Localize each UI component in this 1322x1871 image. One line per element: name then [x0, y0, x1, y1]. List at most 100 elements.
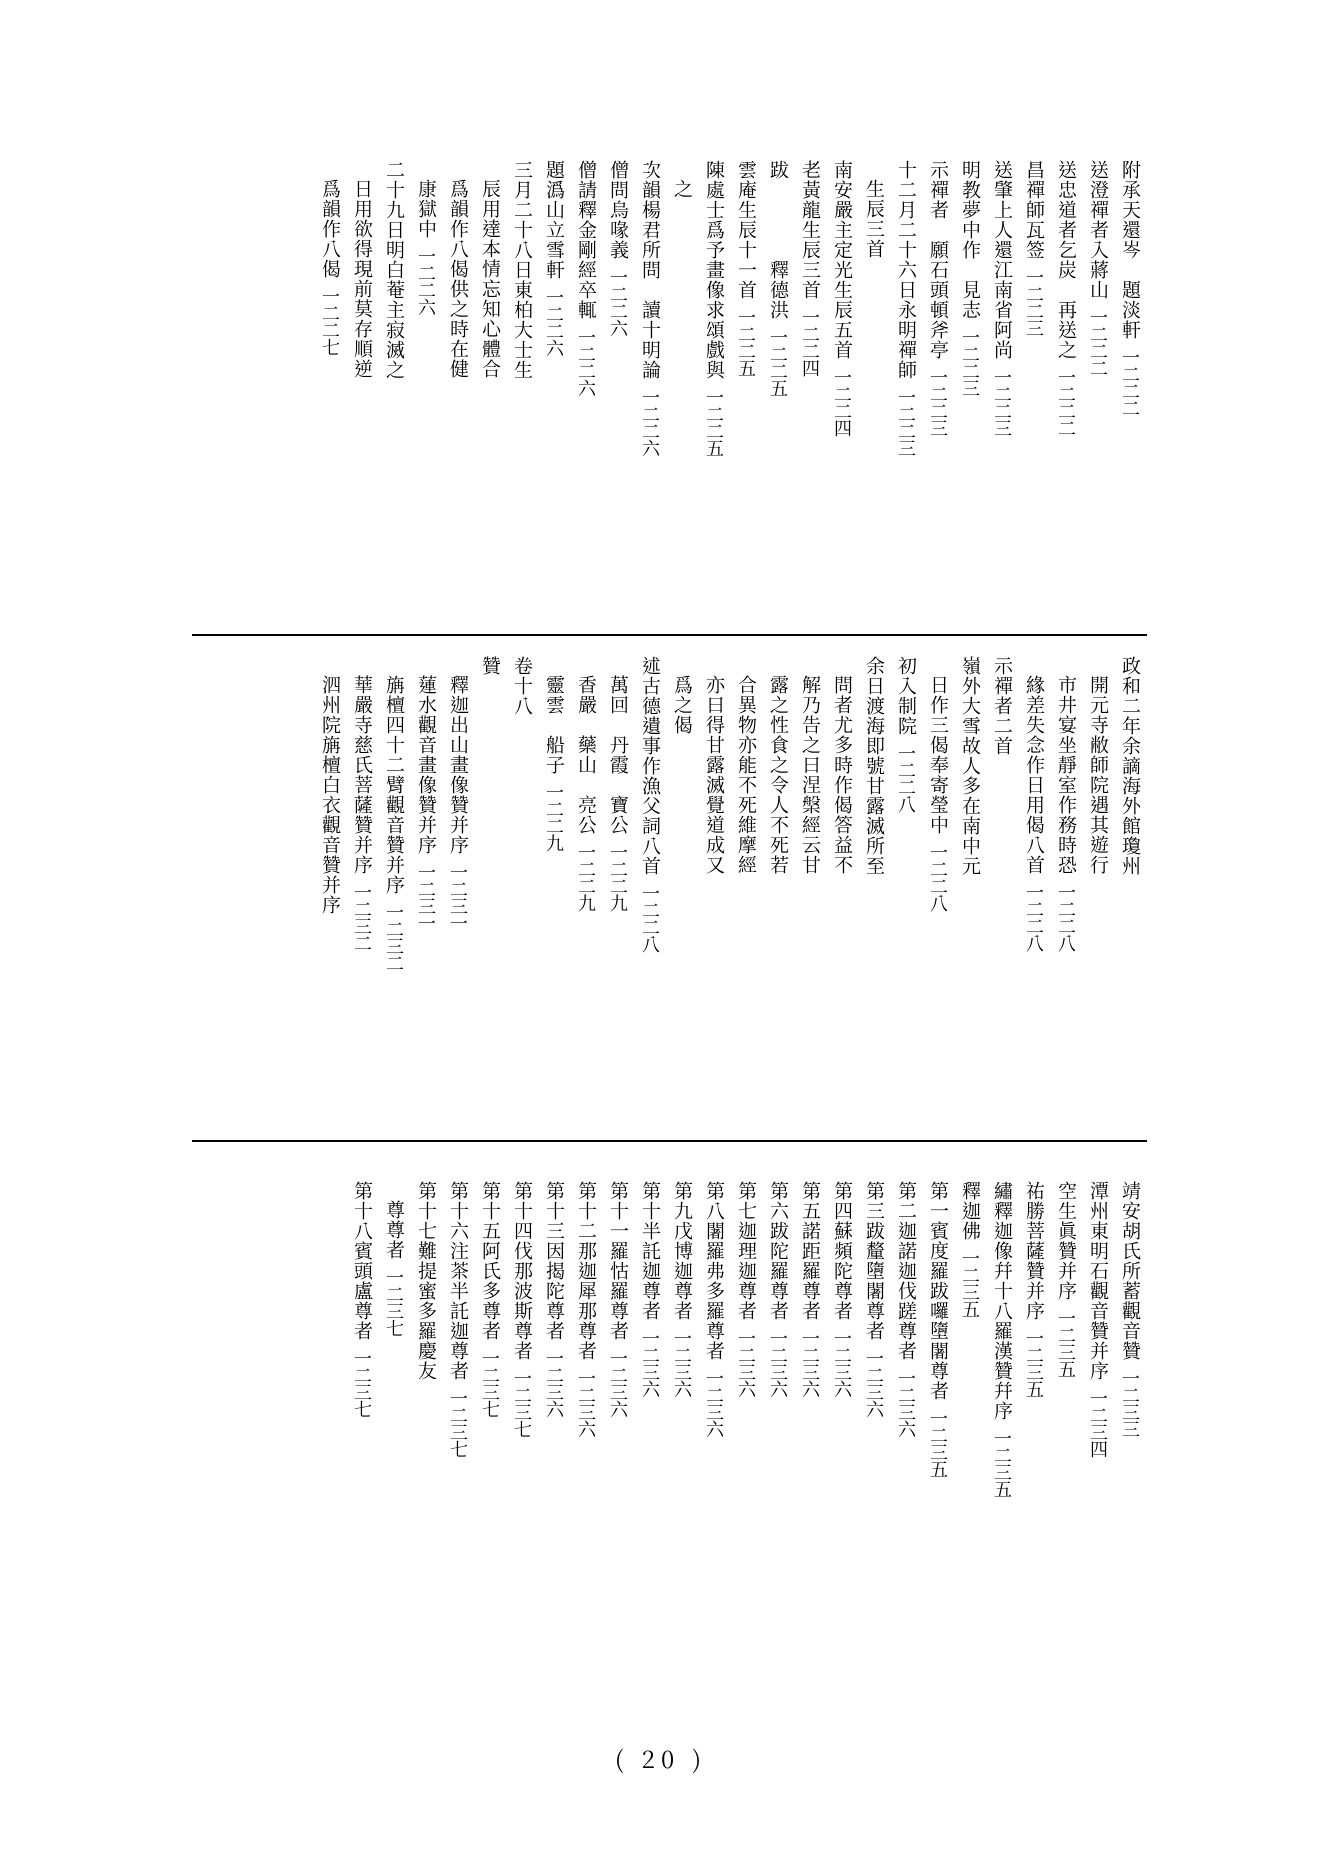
toc-entry-title: 萬回 丹霞 寶公 [606, 675, 632, 835]
toc-entry: 明教夢中作 見志一二二三 [958, 160, 984, 396]
toc-entry: 政和二年余謫海外館瓊州 [1118, 656, 1144, 876]
toc-entry-page: 一二三一 [415, 863, 439, 931]
toc-entry-title: 三月二十八日東柏大士生 [510, 160, 536, 380]
toc-entry-page: 一二二六 [639, 388, 663, 456]
toc-entry-title: 開元寺敝師院遇其遊行 [1086, 675, 1112, 875]
toc-entry-title: 贊 [478, 656, 504, 676]
toc-entry-page: 一二二五 [735, 308, 759, 376]
toc-sections: 附承天還岑 題淡軒一二二二送澄禪者入蔣山一二二二送忠道者乞炭 再送之一二二二昌禪… [192, 160, 1147, 1636]
toc-entry-page: 一二三一 [447, 863, 471, 931]
toc-entry: 陳處士爲予畫像求頌戲與一二二五 [702, 160, 728, 456]
toc-entry-page: 一二三二 [383, 903, 407, 971]
toc-entry: 繡釋迦像幷十八羅漢贊幷序一二三五 [990, 1162, 1016, 1497]
toc-entry: 第十一羅怙羅尊者一二三六 [606, 1162, 632, 1417]
toc-entry-page: 一二三三 [1119, 1369, 1143, 1437]
toc-entry: 亦曰得甘露滅覺道成又 [702, 656, 728, 875]
toc-entry-title: 第十二那迦犀那尊者 [574, 1181, 600, 1361]
toc-entry-title: 示禪者 願石頭頓斧亭 [926, 160, 952, 360]
toc-entry: 第十八賓頭盧尊者一二三七 [350, 1162, 376, 1417]
toc-entry: 空生眞贊并序一二三五 [1054, 1162, 1080, 1377]
toc-entry-page: 一二二六 [415, 247, 439, 315]
toc-entry-title: 緣差失念作日用偈八首 [1022, 675, 1048, 875]
toc-entry-page: 一二三五 [991, 1429, 1015, 1497]
toc-entry-title: 爲韻作八偈 [318, 179, 344, 279]
toc-entry-page: 一二三四 [1087, 1389, 1111, 1457]
toc-entry-page: 一二二九 [543, 783, 567, 851]
toc-entry-page: 一二二四 [831, 368, 855, 436]
toc-entry: 題潙山立雪軒一二二六 [542, 160, 568, 356]
toc-entry: 余日渡海即號甘露滅所至 [862, 656, 888, 876]
toc-entry-title: 政和二年余謫海外館瓊州 [1118, 656, 1144, 876]
toc-entry: 解乃告之曰涅槃經云甘 [798, 656, 824, 875]
toc-entry-title: 潭州東明石觀音贊并序 [1086, 1181, 1112, 1381]
toc-entry: 送肇上人還江南省阿尚一二二三 [990, 160, 1016, 436]
toc-entry: 僧問烏喙義一二二六 [606, 160, 632, 336]
toc-entry: 第八闍羅弗多羅尊者一二三六 [702, 1162, 728, 1437]
toc-entry-title: 釋迦出山畫像贊并序 [446, 675, 472, 855]
toc-entry-title: 祐勝菩薩贊并序 [1022, 1181, 1048, 1321]
toc-entry-page: 一二三六 [607, 1349, 631, 1417]
toc-entry-page: 一二三六 [543, 1349, 567, 1417]
toc-entry-page: 一二三二 [351, 883, 375, 951]
toc-entry-title: 之 [670, 179, 696, 199]
toc-entry-page: 一二二三 [959, 328, 983, 396]
toc-entry-page: 一二二二 [1119, 348, 1143, 416]
toc-entry-title: 第十四伐那波斯尊者 [510, 1181, 536, 1361]
toc-entry-title: 香嚴 藥山 亮公 [574, 675, 600, 835]
toc-entry-page: 一二二四 [799, 308, 823, 376]
toc-entry-title: 第八闍羅弗多羅尊者 [702, 1181, 728, 1361]
toc-entry: 次韻楊君所問 讀十明論一二二六 [638, 160, 664, 456]
toc-entry-title: 卷十八 [510, 656, 536, 716]
toc-entry: 華嚴寺慈氏菩薩贊并序一二三二 [350, 656, 376, 951]
toc-entry-page: 一二三五 [959, 1249, 983, 1317]
toc-entry: 問者尤多時作偈答益不 [830, 656, 856, 875]
toc-entry: 㫋檀四十二臂觀音贊并序一二三二 [382, 656, 408, 971]
toc-entry-page: 一二三七 [383, 1268, 407, 1336]
toc-entry-title: 陳處士爲予畫像求頌戲與 [702, 160, 728, 380]
toc-entry: 靖安胡氏所蓄觀音贊一二三三 [1118, 1162, 1144, 1437]
toc-entry: 蓮水觀音畫像贊并序一二三一 [414, 656, 440, 931]
toc-entry: 爲韻作八偈一二二七 [318, 160, 344, 355]
toc-entry-title: 送忠道者乞炭 再送之 [1054, 160, 1080, 360]
toc-entry-page: 一二三六 [575, 1369, 599, 1437]
toc-entry-page: 一二二八 [1055, 883, 1079, 951]
toc-entry: 爲韻作八偈供之時在健 [446, 160, 472, 379]
toc-entry: 第一賓度羅跋囉墮闍尊者一二三五 [926, 1162, 952, 1477]
toc-entry-page: 一二三五 [1055, 1309, 1079, 1377]
toc-entry-title: 余日渡海即號甘露滅所至 [862, 656, 888, 876]
toc-entry-title: 第十三因揭陀尊者 [542, 1181, 568, 1341]
toc-entry-title: 示禪者二首 [990, 656, 1016, 756]
toc-entry: 二十九日明白菴主寂滅之 [382, 160, 408, 380]
toc-entry-title: 露之性食之令人不死若 [766, 675, 792, 875]
toc-entry-page: 一二二九 [575, 843, 599, 911]
toc-entry: 第十三因揭陀尊者一二三六 [542, 1162, 568, 1417]
toc-entry-title: 僧請釋金剛經卒輒 [574, 160, 600, 320]
toc-section: 政和二年余謫海外館瓊州開元寺敝師院遇其遊行市井宴坐靜室作務時恐一二二八緣差失念作… [192, 656, 1147, 1142]
toc-entry-title: 繡釋迦像幷十八羅漢贊幷序 [990, 1181, 1016, 1421]
toc-entry: 之 [670, 160, 696, 199]
toc-entry-page: 一二三七 [351, 1349, 375, 1417]
toc-entry: 開元寺敝師院遇其遊行 [1086, 656, 1112, 875]
toc-entry-title: 靖安胡氏所蓄觀音贊 [1118, 1181, 1144, 1361]
toc-entry: 述古德遺事作漁父詞八首一二二八 [638, 656, 664, 952]
toc-entry-title: 第十一羅怙羅尊者 [606, 1181, 632, 1341]
toc-entry: 日作三偈奉寄瑩中一二二八 [926, 656, 952, 911]
toc-entry-page: 一二二三 [1023, 268, 1047, 336]
toc-entry-page: 一二二五 [703, 388, 727, 456]
toc-entry-page: 一二二三 [927, 368, 951, 436]
toc-entry-title: 第九戊博迦尊者 [670, 1181, 696, 1321]
toc-entry-page: 一二三六 [671, 1329, 695, 1397]
toc-entry: 市井宴坐靜室作務時恐一二二八 [1054, 656, 1080, 951]
toc-entry-title: 第十五阿氏多尊者 [478, 1181, 504, 1341]
toc-entry-title: 爲韻作八偈供之時在健 [446, 179, 472, 379]
toc-entry-page: 一二二六 [575, 328, 599, 396]
toc-entry-page: 一二二二 [1055, 368, 1079, 436]
toc-section: 附承天還岑 題淡軒一二二二送澄禪者入蔣山一二二二送忠道者乞炭 再送之一二二二昌禪… [192, 160, 1147, 636]
toc-entry-title: 嶺外大雪故人多在南中元 [958, 656, 984, 876]
toc-entry: 生辰三首 [862, 160, 888, 259]
toc-entry: 香嚴 藥山 亮公一二二九 [574, 656, 600, 911]
toc-entry-title: 題潙山立雪軒 [542, 160, 568, 280]
toc-entry-title: 解乃告之曰涅槃經云甘 [798, 675, 824, 875]
toc-entry-title: 康獄中 [414, 179, 440, 239]
toc-entry-page: 一二二三 [991, 368, 1015, 436]
